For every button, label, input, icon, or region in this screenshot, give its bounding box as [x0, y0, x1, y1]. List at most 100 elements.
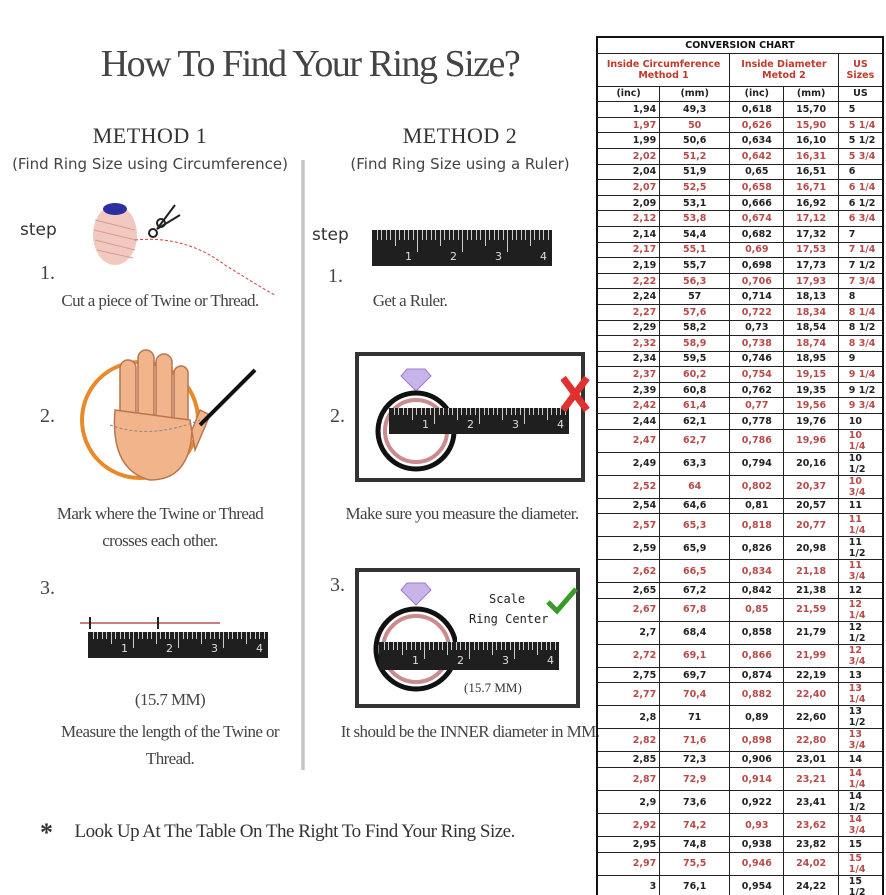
table-cell: 5 1/4 — [837, 116, 884, 134]
ruler-tick — [554, 642, 556, 650]
table-cell: 13 3/4 — [837, 728, 884, 753]
table-cell: 2,57 — [596, 513, 661, 538]
table-row: 2,14 54,4 0,682 17,32 7 — [596, 225, 884, 243]
ruler-diameter-icon: 1 2 3 4 — [389, 408, 569, 434]
ruler-tick — [416, 408, 417, 416]
table-cell: 0,786 — [729, 428, 785, 453]
table-cell: 16,31 — [783, 147, 839, 165]
header-diameter: Inside Diameter Metod 2 — [729, 52, 839, 87]
method1-step2-number: 2. — [40, 405, 55, 427]
ruler-tick — [529, 230, 531, 247]
ruler-tick — [402, 408, 404, 416]
table-cell: 64,6 — [659, 497, 731, 515]
table-cell: 7 1/4 — [837, 241, 884, 259]
table-cell: 15,70 — [783, 101, 839, 118]
table-cell: 2,67 — [596, 597, 661, 622]
ruler-tick — [464, 642, 466, 650]
ruler-tick — [393, 408, 395, 416]
table-row: 2,57 65,3 0,818 20,77 11 1/4 — [596, 513, 884, 538]
table-cell: 11 1/2 — [837, 536, 884, 561]
table-row: 2,54 64,6 0,81 20,57 11 — [596, 497, 884, 515]
ruler-tick — [545, 642, 547, 650]
ruler-tick — [385, 230, 387, 241]
ruler-tick — [392, 642, 394, 650]
table-cell: 17,93 — [783, 272, 839, 290]
ruler-tick — [453, 230, 454, 241]
table-cell: 0,682 — [729, 225, 785, 243]
table-row: 2,87 72,9 0,914 23,21 14 1/4 — [596, 767, 884, 792]
ruler-tick — [415, 642, 416, 650]
page-title: How To Find Your Ring Size? — [100, 43, 521, 85]
unit-header: (inc) — [596, 85, 661, 103]
table-row: 2,67 67,8 0,85 21,59 12 1/4 — [596, 597, 884, 622]
ruler-tick — [442, 642, 443, 650]
table-cell: 10 1/4 — [837, 428, 884, 453]
table-cell: 2,27 — [596, 303, 661, 321]
ruler-tick — [496, 642, 497, 650]
ruler-tick — [390, 230, 391, 241]
table-cell: 2,19 — [596, 257, 661, 274]
twine-spool-scissors-icon — [93, 203, 276, 295]
table-cell: 58,9 — [659, 335, 731, 352]
table-cell: 0,666 — [729, 194, 785, 212]
table-row: 2,29 58,2 0,73 18,54 8 1/2 — [596, 319, 884, 337]
ruler-tick — [223, 632, 224, 648]
ruler-tick — [383, 642, 385, 650]
table-cell: 53,8 — [659, 210, 731, 227]
ruler-tick — [401, 642, 403, 655]
table-cell: 2,82 — [596, 728, 661, 753]
table-row: 2,85 72,3 0,906 23,01 14 — [596, 751, 884, 769]
ruler-tick — [259, 632, 260, 640]
method2-subtitle: (Find Ring Size using a Ruler) — [350, 155, 570, 173]
table-cell: 13 1/4 — [837, 682, 884, 707]
ruler-tick — [200, 632, 202, 644]
table-cell: 19,76 — [783, 413, 839, 430]
table-cell: 0,89 — [729, 705, 785, 730]
table-cell: 2,72 — [596, 643, 661, 668]
method1-step3-number: 3. — [40, 577, 55, 599]
table-row: 2,09 53,1 0,666 16,92 6 1/2 — [596, 194, 884, 212]
ruler-tick — [491, 642, 493, 655]
ruler-number: 3 — [495, 250, 502, 263]
ruler-tick — [507, 230, 508, 252]
ruler-tick — [169, 632, 170, 640]
table-row: 2,92 74,2 0,93 23,62 14 3/4 — [596, 813, 884, 838]
ruler-number: 1 — [412, 654, 419, 667]
table-cell: 18,95 — [783, 350, 839, 368]
table-cell: 0,658 — [729, 179, 785, 196]
table-cell: 1,99 — [596, 132, 661, 149]
ruler-tick — [515, 408, 516, 416]
ruler-tick — [420, 408, 422, 416]
table-cell: 2,59 — [596, 536, 661, 561]
table-cell: 57 — [659, 288, 731, 305]
table-cell: 69,7 — [659, 666, 731, 684]
ruler-number: 1 — [422, 418, 429, 431]
table-row: 2,95 74,8 0,938 23,82 15 — [596, 836, 884, 853]
table-cell: 2,29 — [596, 319, 661, 337]
table-cell: 20,16 — [783, 451, 839, 476]
table-cell: 22,80 — [783, 728, 839, 753]
table-row: 2,19 55,7 0,698 17,73 7 1/2 — [596, 257, 884, 274]
unit-header: (mm) — [783, 85, 839, 103]
ruler-tick — [546, 408, 548, 420]
ruler-tick — [493, 230, 495, 241]
ruler-tick — [461, 408, 462, 416]
footer-note: * Look Up At The Table On The Right To Fi… — [40, 818, 515, 848]
table-cell: 0,85 — [729, 597, 785, 622]
method1-step2-text: Mark where the Twine or Thread crosses e… — [56, 504, 264, 550]
method2-step1-text: Get a Ruler. — [372, 291, 448, 310]
table-cell: 55,7 — [659, 257, 731, 274]
ruler-tick — [446, 642, 448, 655]
ruler-tick — [97, 632, 98, 640]
method2-step-label: step — [312, 225, 349, 245]
table-cell: 56,3 — [659, 272, 731, 290]
method1-step3-text: Measure the length of the Twine or Threa… — [61, 722, 280, 768]
table-cell: 17,32 — [783, 225, 839, 243]
ruler-tick — [191, 632, 193, 640]
ruler-number: 4 — [547, 654, 554, 667]
ruler-tick — [214, 632, 215, 640]
table-cell: 74,2 — [659, 813, 731, 838]
ruler-tick — [506, 408, 507, 416]
table-cell: 16,10 — [783, 132, 839, 149]
table-cell: 0,618 — [729, 101, 785, 118]
